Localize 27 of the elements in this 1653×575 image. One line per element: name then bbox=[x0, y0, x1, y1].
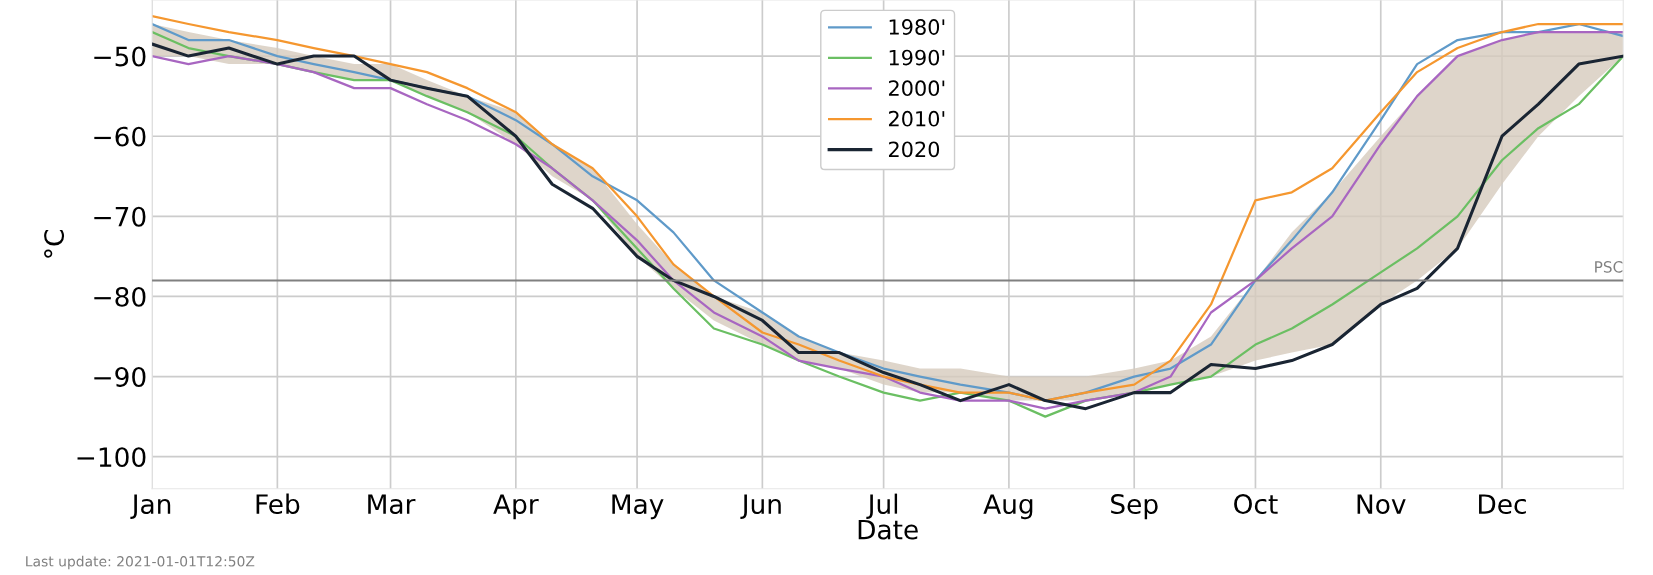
x-axis-title: Date bbox=[858, 519, 918, 540]
legend-label: 2000' bbox=[888, 80, 945, 97]
y-tick-label: −90 bbox=[94, 367, 146, 387]
legend-label: 2020 bbox=[888, 141, 940, 158]
y-axis-title: °C bbox=[44, 230, 65, 258]
x-tick-label: Dec bbox=[1479, 494, 1526, 515]
x-tick-label: Aug bbox=[983, 494, 1033, 520]
y-tick-label: −80 bbox=[94, 286, 146, 307]
y-tick-label: −70 bbox=[94, 206, 146, 227]
x-tick-label: Sep bbox=[1111, 494, 1158, 520]
legend-label: 1990' bbox=[889, 49, 945, 66]
x-tick-label: Oct bbox=[1234, 494, 1278, 515]
y-tick-label: −50 bbox=[94, 46, 146, 67]
x-tick-label: Jul bbox=[866, 493, 898, 519]
y-tick-label: −100 bbox=[77, 447, 146, 468]
x-tick-label: Mar bbox=[368, 494, 416, 515]
x-tick-label: Jun bbox=[740, 494, 781, 519]
legend-label: 1980' bbox=[889, 19, 945, 35]
legend-label: 2010' bbox=[888, 110, 945, 127]
x-tick-label: Feb bbox=[256, 493, 300, 515]
x-tick-label: Nov bbox=[1357, 494, 1406, 515]
x-tick-label: Apr bbox=[493, 494, 539, 520]
y-tick-label: −60 bbox=[94, 126, 146, 147]
x-tick-label: Jan bbox=[130, 494, 171, 519]
ref-line-label: PSC bbox=[1595, 261, 1623, 273]
x-tick-label: May bbox=[612, 494, 664, 520]
text: Last update: 2021-01-01T12:50Z bbox=[26, 555, 255, 570]
